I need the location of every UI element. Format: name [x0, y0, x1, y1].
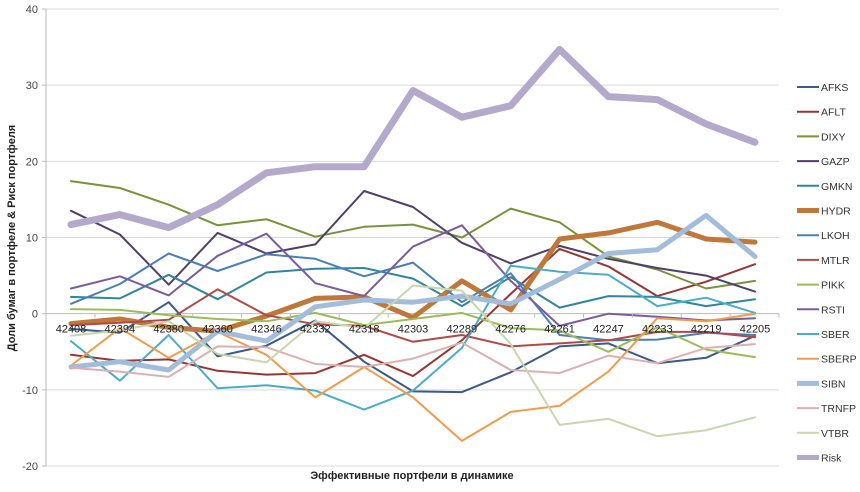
legend-item-afks: AFKS — [797, 82, 848, 94]
legend-item-pikk: PIKK — [797, 280, 845, 292]
y-tick-label: 40 — [26, 4, 38, 16]
series-line-risk — [67, 45, 759, 232]
series-line-trnfp — [70, 341, 756, 378]
series-line-sber — [70, 264, 756, 411]
legend-item-hydr: HYDR — [797, 206, 851, 218]
legend-label: LKOH — [821, 230, 850, 242]
x-tick-label: 42261 — [544, 324, 575, 336]
x-tick-label: 42233 — [642, 324, 673, 336]
legend-label: PIKK — [821, 280, 845, 292]
y-tick-label: 0 — [32, 309, 38, 321]
x-axis-title: Эффективные портфели в динамике — [310, 470, 513, 482]
legend-label: AFKS — [821, 82, 848, 94]
legend-label: RSTI — [821, 304, 845, 316]
x-tick-label: 42380 — [153, 324, 184, 336]
series-line-rsti — [70, 224, 756, 327]
legend-item-sibn: SIBN — [797, 378, 846, 390]
legend: AFKS AFLT DIXY GAZP GMKN HYDR LKOH MTLR PIKK RSTI… — [797, 82, 857, 465]
y-tick-label: 30 — [26, 80, 38, 92]
legend-item-rsti: RSTI — [797, 304, 845, 316]
y-tick-label: -10 — [22, 385, 38, 397]
series-line-dixy — [70, 180, 756, 290]
legend-label: GAZP — [821, 156, 850, 168]
y-tick-label: -20 — [22, 461, 38, 473]
x-tick-label: 42394 — [105, 324, 136, 336]
legend-item-dixy: DIXY — [797, 131, 846, 143]
series-lines — [67, 45, 759, 442]
x-tick-label: 42289 — [447, 324, 478, 336]
x-axis-ticks: 42408 42394 42380 42360 42346 42332 42318 42303… — [56, 313, 780, 336]
legend-item-risk: Risk — [797, 453, 842, 465]
legend-item-trnfp: TRNFP — [797, 403, 856, 415]
y-axis-title: Доли бумаг в портфеле & Риск портфеля — [6, 125, 18, 351]
legend-item-lkoh: LKOH — [797, 230, 850, 242]
x-tick-label: 42408 — [56, 324, 87, 336]
legend-label: DIXY — [821, 131, 846, 143]
series-line-gazp — [70, 190, 756, 293]
x-tick-label: 42318 — [349, 324, 380, 336]
legend-label: SBER — [821, 329, 850, 341]
x-tick-label: 42205 — [740, 324, 771, 336]
legend-item-gmkn: GMKN — [797, 181, 853, 193]
x-tick-label: 42303 — [398, 324, 429, 336]
y-axis-ticks: -20 -10 0 10 20 30 40 — [22, 4, 38, 473]
legend-item-aflt: AFLT — [797, 107, 846, 119]
legend-label: SIBN — [821, 378, 846, 390]
series-line-sibn — [68, 212, 758, 373]
x-tick-label: 42276 — [495, 324, 526, 336]
legend-label: TRNFP — [821, 403, 856, 415]
legend-label: AFLT — [821, 107, 846, 119]
gridlines — [42, 8, 779, 467]
x-tick-label: 42247 — [593, 324, 624, 336]
series-line-sberp — [70, 312, 756, 442]
legend-label: VTBR — [821, 428, 849, 440]
legend-item-sber: SBER — [797, 329, 850, 341]
y-tick-label: 10 — [26, 233, 38, 245]
x-tick-label: 42332 — [300, 324, 331, 336]
legend-item-vtbr: VTBR — [797, 428, 849, 440]
legend-item-gazp: GAZP — [797, 156, 850, 168]
legend-item-sberp: SBERP — [797, 354, 857, 366]
series-line-aflt — [70, 247, 756, 378]
legend-item-mtlr: MTLR — [797, 255, 850, 267]
series-line-lkoh — [70, 252, 756, 342]
x-tick-label: 42346 — [251, 324, 282, 336]
x-tick-label: 42219 — [691, 324, 722, 336]
series-line-vtbr — [70, 284, 756, 438]
y-tick-label: 20 — [26, 156, 38, 168]
legend-label: MTLR — [821, 255, 850, 267]
series-line-hydr — [68, 219, 758, 334]
x-tick-label: 42360 — [202, 324, 233, 336]
legend-label: Risk — [821, 453, 842, 465]
legend-label: SBERP — [821, 354, 857, 366]
legend-label: HYDR — [821, 206, 851, 218]
legend-label: GMKN — [821, 181, 853, 193]
